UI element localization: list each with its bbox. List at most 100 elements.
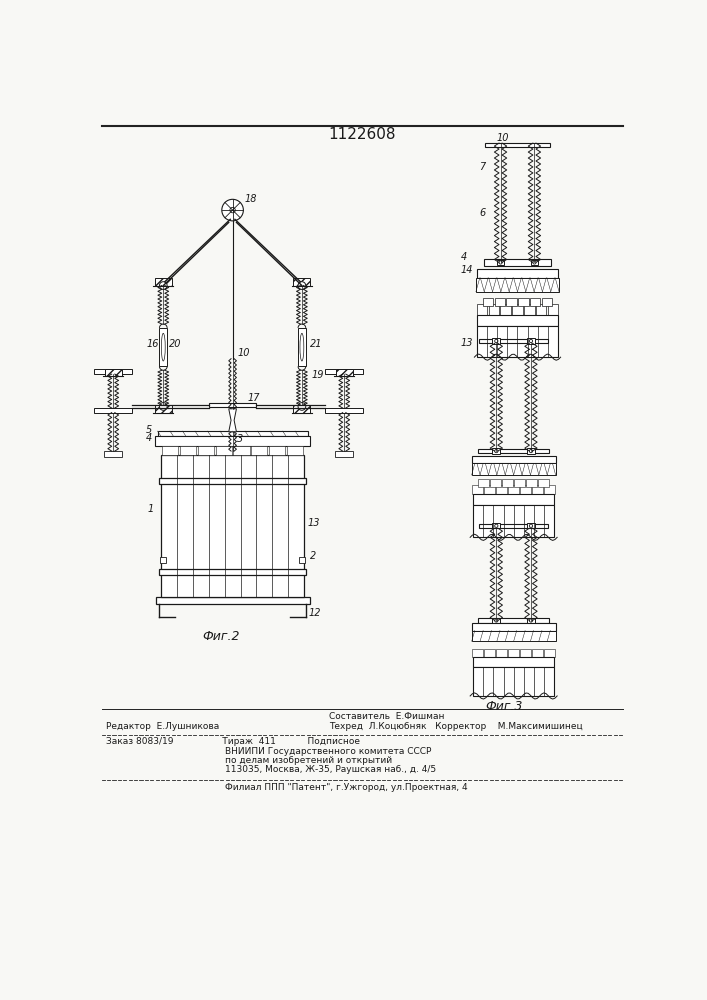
Text: по делам изобретений и открытий: по делам изобретений и открытий	[225, 756, 392, 765]
Text: ВНИИПИ Государственного комитета СССР: ВНИИПИ Государственного комитета СССР	[225, 747, 431, 756]
Circle shape	[530, 524, 532, 527]
Bar	[532, 649, 543, 657]
Bar	[493, 618, 500, 623]
Bar	[473, 667, 554, 696]
Bar	[473, 657, 554, 667]
Bar	[527, 479, 537, 487]
Bar	[493, 338, 500, 344]
Bar	[478, 449, 549, 453]
Text: 20: 20	[170, 339, 182, 349]
Bar	[493, 448, 500, 454]
Text: Редактор  Е.Лушникова: Редактор Е.Лушникова	[105, 722, 218, 731]
Text: Фиг.3: Фиг.3	[486, 700, 523, 713]
Text: 4: 4	[460, 252, 467, 262]
Circle shape	[530, 339, 532, 343]
Bar	[494, 298, 505, 306]
Bar	[520, 485, 531, 494]
Bar	[269, 446, 285, 455]
Polygon shape	[229, 409, 236, 432]
Bar	[513, 304, 522, 315]
Bar	[515, 479, 525, 487]
Circle shape	[530, 449, 532, 453]
Bar	[479, 339, 548, 343]
Bar	[485, 143, 550, 147]
Bar	[501, 304, 510, 315]
Bar	[544, 649, 555, 657]
Text: 2: 2	[310, 551, 316, 561]
Bar	[493, 523, 500, 528]
Bar	[477, 269, 558, 278]
Text: 1: 1	[148, 504, 153, 514]
Bar	[156, 597, 310, 604]
Bar	[335, 451, 354, 457]
Bar	[293, 405, 310, 413]
Bar	[161, 455, 304, 597]
Bar	[198, 446, 214, 455]
Bar	[180, 446, 197, 455]
Bar	[479, 524, 548, 528]
Bar	[105, 369, 122, 376]
Bar	[162, 446, 178, 455]
Bar	[160, 328, 167, 366]
Bar	[299, 557, 305, 563]
Text: 21: 21	[310, 339, 322, 349]
Circle shape	[298, 282, 305, 289]
Bar	[336, 369, 353, 376]
Circle shape	[230, 207, 235, 213]
Bar	[524, 304, 534, 315]
Bar	[530, 298, 540, 306]
Bar	[298, 328, 305, 366]
Bar	[527, 338, 534, 344]
Bar	[159, 569, 306, 575]
Bar	[473, 494, 554, 505]
Text: 19: 19	[311, 370, 324, 380]
Text: 4: 4	[146, 433, 152, 443]
Bar	[544, 485, 555, 494]
Bar	[520, 649, 531, 657]
Bar	[477, 304, 487, 315]
Text: 13: 13	[308, 518, 320, 528]
Bar	[104, 451, 122, 457]
Bar	[483, 298, 493, 306]
Bar	[542, 298, 552, 306]
Bar	[479, 479, 489, 487]
Bar	[155, 278, 172, 286]
Text: 1122608: 1122608	[328, 127, 396, 142]
Circle shape	[160, 403, 167, 410]
Bar	[325, 408, 363, 413]
Bar	[159, 478, 306, 484]
Bar	[478, 618, 549, 623]
Bar	[497, 260, 504, 265]
Bar	[477, 315, 558, 326]
Bar	[472, 623, 556, 631]
Bar	[491, 479, 501, 487]
Bar	[489, 304, 499, 315]
Bar	[156, 436, 310, 446]
Bar	[472, 485, 483, 494]
Text: Заказ 8083/19                 Тираж  411           Подписное: Заказ 8083/19 Тираж 411 Подписное	[105, 737, 360, 746]
Bar	[209, 403, 256, 407]
Text: 3: 3	[238, 434, 243, 444]
Bar	[472, 649, 483, 657]
Bar	[472, 631, 556, 641]
Text: 18: 18	[245, 194, 257, 204]
Bar	[508, 485, 519, 494]
Ellipse shape	[161, 333, 165, 361]
Bar	[508, 649, 519, 657]
Circle shape	[499, 261, 502, 264]
Bar	[484, 259, 551, 266]
Text: 17: 17	[248, 393, 260, 403]
Text: 6: 6	[479, 208, 485, 218]
Circle shape	[495, 449, 498, 453]
Circle shape	[533, 261, 536, 264]
Bar	[476, 278, 559, 292]
Ellipse shape	[300, 333, 304, 361]
Bar	[548, 304, 559, 315]
Bar	[477, 326, 558, 357]
Circle shape	[160, 282, 166, 289]
Bar	[506, 298, 517, 306]
Circle shape	[495, 339, 498, 343]
Bar	[496, 649, 507, 657]
Bar	[293, 278, 310, 286]
Bar	[527, 618, 534, 623]
